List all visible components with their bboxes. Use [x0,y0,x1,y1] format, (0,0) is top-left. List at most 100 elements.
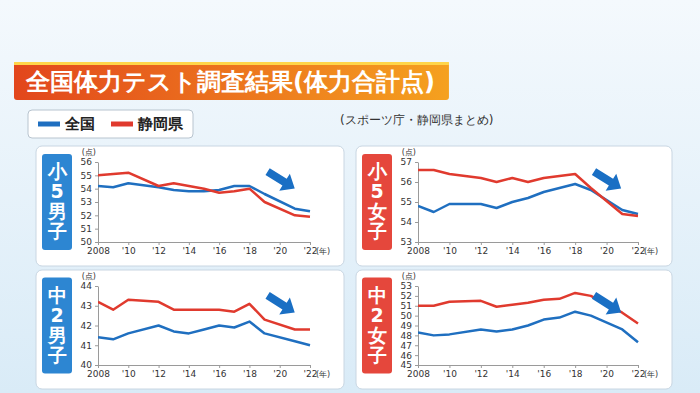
trend-arrow [589,287,627,321]
y-tick: 50 [401,311,418,321]
y-tick-mark [95,175,98,176]
panel-title: 小5女子 [367,160,388,242]
x-tick-label: '18 [569,246,583,256]
y-tick: 48 [401,331,418,341]
legend: 全国静岡県 [28,110,193,138]
y-tick-label: 41 [81,341,92,351]
y-tick: 49 [401,321,418,331]
x-tick: '12 [474,365,488,379]
x-tick-label: '16 [213,246,227,256]
panel-bg [36,146,344,266]
x-tick: 2008 [87,365,110,379]
x-axis: 2008'10'12'14'16'18'20'22 [407,242,645,256]
x-tick: 2008 [407,242,430,256]
y-tick-mark [415,355,418,356]
x-tick: '20 [600,365,614,379]
y-tick-label: 51 [81,224,92,234]
y-tick-mark [415,286,418,287]
x-tick-label: '14 [506,246,520,256]
y-tick-mark [415,326,418,327]
y-tick-mark [415,162,418,163]
x-tick: '16 [213,365,227,379]
x-tick: '10 [122,242,136,256]
x-tick-label: 2008 [87,369,110,379]
y-axis-line [418,287,419,366]
y-tick: 44 [81,281,98,291]
subtitle: (スポーツ庁・静岡県まとめ) [340,113,493,127]
series-line [418,293,638,324]
x-tick-label: '18 [243,246,257,256]
x-tick-label: '12 [152,369,166,379]
panel: 小5男子505152535455562008'10'12'14'16'18'20… [36,146,344,266]
x-tick-mark [544,242,545,245]
trend-arrow [262,287,300,321]
x-tick-label: '16 [537,369,551,379]
y-axis-title: (点) [82,148,96,157]
y-tick-mark [95,202,98,203]
y-tick-mark [95,306,98,307]
trend-arrow-shape [262,163,300,197]
x-axis-line [419,365,639,366]
y-tick: 56 [81,157,98,167]
panel-title: 中2男子 [47,284,67,366]
y-axis: 4041424344 [81,281,99,370]
x-tick-mark [607,365,608,368]
y-tick-label: 42 [81,321,92,331]
x-tick-label: '20 [273,369,287,379]
y-tick-mark [415,222,418,223]
x-tick-mark [128,242,129,245]
x-tick-label: '12 [474,246,488,256]
panel: 中2男子40414243442008'10'12'14'16'18'20'22(… [36,270,344,389]
y-tick-mark [415,182,418,183]
trend-arrow-shape [589,163,627,197]
x-tick: '10 [443,242,457,256]
y-tick-mark [415,202,418,203]
y-tick-mark [415,365,418,366]
x-tick-mark [98,242,99,245]
x-tick: '18 [569,365,583,379]
y-tick-mark [95,229,98,230]
y-tick-label: 56 [81,157,93,167]
x-tick-mark [575,365,576,368]
y-tick-mark [95,345,98,346]
x-tick: '14 [506,242,520,256]
panel-bg [356,270,672,389]
x-tick: '16 [213,242,227,256]
x-tick-mark [512,365,513,368]
y-tick-label: 57 [401,157,412,167]
y-tick-label: 53 [81,197,92,207]
x-tick: '12 [152,365,166,379]
x-axis-title: (年) [644,370,658,379]
x-tick-mark [249,242,250,245]
x-tick-label: '10 [122,369,136,379]
x-tick-label: '12 [474,369,488,379]
panel-label-box [362,278,392,374]
x-tick: '18 [243,242,257,256]
x-tick: '20 [273,242,287,256]
y-tick-mark [415,306,418,307]
x-tick-mark [449,365,450,368]
panel-label-box [42,154,72,250]
x-tick-label: 2008 [407,246,430,256]
y-axis-line [418,163,419,243]
y-tick-mark [95,215,98,216]
x-tick-mark [418,242,419,245]
y-tick: 51 [401,301,418,311]
title-banner: 全国体力テスト調査結果(体力合計点) [14,62,449,100]
x-tick-mark [638,365,639,368]
x-tick: '20 [600,242,614,256]
x-tick: '10 [443,365,457,379]
panel-title: 中2女子 [367,284,387,366]
legend-swatch [38,122,60,127]
y-tick-label: 55 [81,171,92,181]
y-tick-mark [95,326,98,327]
y-tick: 53 [401,281,418,291]
panel-label-box [42,278,72,374]
x-axis-line [99,242,311,243]
y-axis-title: (点) [402,272,416,281]
y-tick-label: 54 [401,217,413,227]
x-axis-title: (年) [644,247,658,256]
x-tick-mark [280,365,281,368]
legend-box [28,110,193,138]
y-tick-label: 54 [81,184,93,194]
